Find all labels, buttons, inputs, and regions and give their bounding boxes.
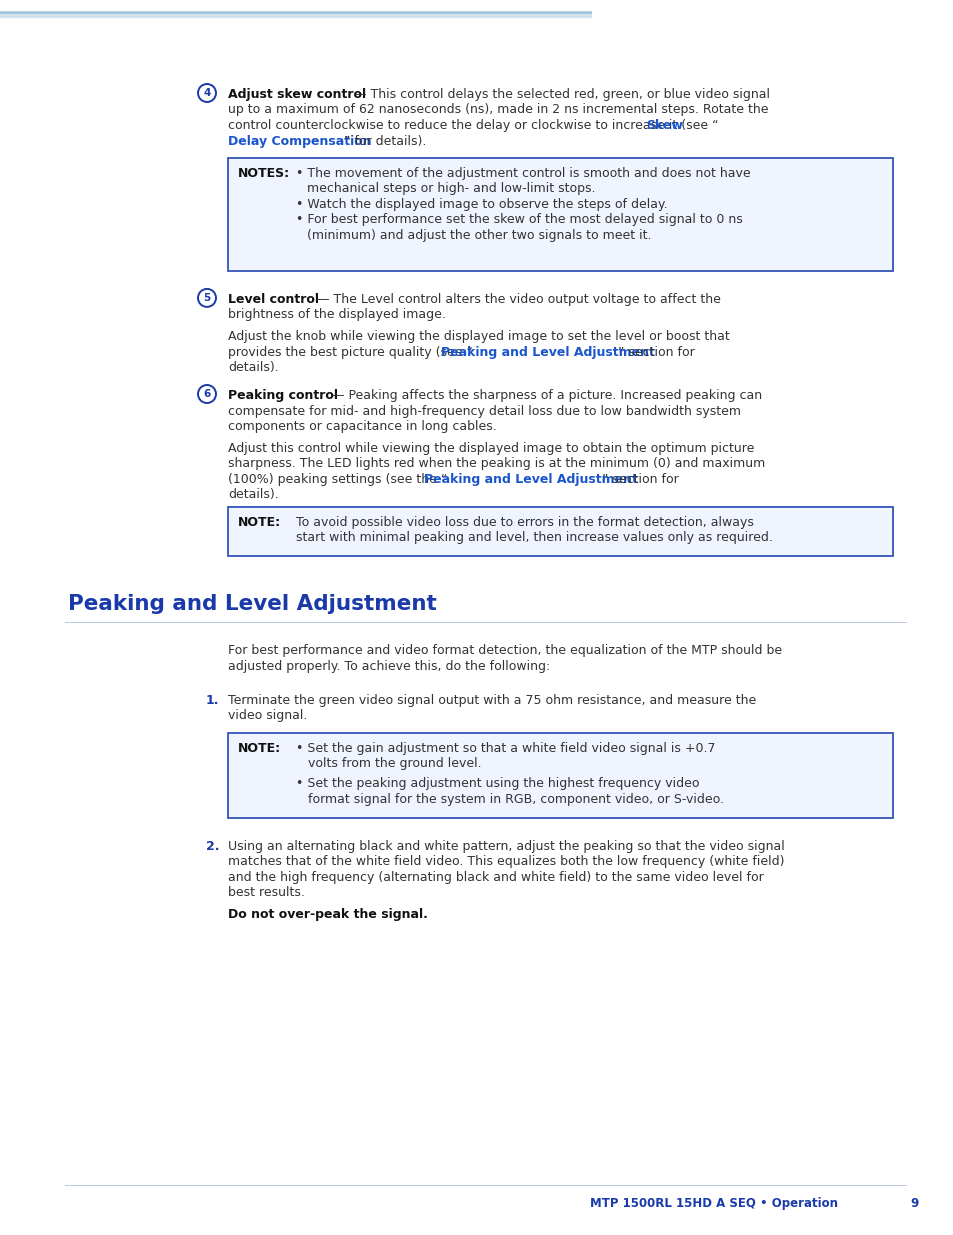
Bar (228, 158, 892, 270)
Text: Peaking and Level Adjustment: Peaking and Level Adjustment (68, 594, 436, 614)
Text: format signal for the system in RGB, component video, or S-video.: format signal for the system in RGB, com… (308, 793, 723, 806)
Text: To avoid possible video loss due to errors in the format detection, always: To avoid possible video loss due to erro… (295, 516, 753, 529)
Text: • Watch the displayed image to observe the steps of delay.: • Watch the displayed image to observe t… (295, 198, 667, 211)
Bar (228, 732, 892, 818)
Text: volts from the ground level.: volts from the ground level. (308, 757, 481, 771)
Text: sharpness. The LED lights red when the peaking is at the minimum (0) and maximum: sharpness. The LED lights red when the p… (228, 457, 764, 471)
Bar (228, 506, 892, 557)
Text: — Peaking affects the sharpness of a picture. Increased peaking can: — Peaking affects the sharpness of a pic… (328, 389, 761, 403)
Text: 5: 5 (203, 293, 211, 303)
Text: video signal.: video signal. (228, 709, 307, 722)
Text: compensate for mid- and high-frequency detail loss due to low bandwidth system: compensate for mid- and high-frequency d… (228, 405, 740, 417)
Text: ” for details).: ” for details). (344, 135, 426, 147)
Text: Peaking and Level Adjustment: Peaking and Level Adjustment (440, 346, 654, 358)
Text: Level control: Level control (228, 293, 318, 306)
Text: MTP 1500RL 15HD A SEQ • Operation: MTP 1500RL 15HD A SEQ • Operation (589, 1197, 837, 1210)
Text: Skew: Skew (645, 119, 682, 132)
Text: details).: details). (228, 361, 278, 374)
Text: Terminate the green video signal output with a 75 ohm resistance, and measure th: Terminate the green video signal output … (228, 694, 756, 706)
Text: Peaking control: Peaking control (228, 389, 337, 403)
Text: Peaking and Level Adjustment: Peaking and Level Adjustment (423, 473, 638, 485)
Text: 2.: 2. (206, 840, 219, 853)
Text: Adjust skew control: Adjust skew control (228, 88, 366, 101)
Text: start with minimal peaking and level, then increase values only as required.: start with minimal peaking and level, th… (295, 531, 772, 545)
Text: provides the best picture quality (see “: provides the best picture quality (see “ (228, 346, 473, 358)
Text: brightness of the displayed image.: brightness of the displayed image. (228, 309, 445, 321)
Text: Delay Compensation: Delay Compensation (228, 135, 372, 147)
Text: 9: 9 (909, 1197, 918, 1210)
Text: • Set the gain adjustment so that a white field video signal is +0.7: • Set the gain adjustment so that a whit… (295, 742, 715, 755)
Text: matches that of the white field video. This equalizes both the low frequency (wh: matches that of the white field video. T… (228, 856, 783, 868)
Text: mechanical steps or high- and low-limit stops.: mechanical steps or high- and low-limit … (307, 183, 595, 195)
Text: (minimum) and adjust the other two signals to meet it.: (minimum) and adjust the other two signa… (307, 228, 651, 242)
Text: 4: 4 (203, 88, 211, 98)
Text: ” section for: ” section for (618, 346, 694, 358)
Text: — This control delays the selected red, green, or blue video signal: — This control delays the selected red, … (350, 88, 769, 101)
Text: NOTE:: NOTE: (237, 742, 281, 755)
Text: Do not over-peak the signal.: Do not over-peak the signal. (228, 908, 428, 921)
Text: Adjust this control while viewing the displayed image to obtain the optimum pict: Adjust this control while viewing the di… (228, 442, 754, 454)
Text: and the high frequency (alternating black and white field) to the same video lev: and the high frequency (alternating blac… (228, 871, 763, 884)
Text: For best performance and video format detection, the equalization of the MTP sho: For best performance and video format de… (228, 645, 781, 657)
Text: details).: details). (228, 488, 278, 501)
Text: Adjust the knob while viewing the displayed image to set the level or boost that: Adjust the knob while viewing the displa… (228, 330, 729, 343)
Text: up to a maximum of 62 nanoseconds (ns), made in 2 ns incremental steps. Rotate t: up to a maximum of 62 nanoseconds (ns), … (228, 104, 768, 116)
Text: 6: 6 (203, 389, 211, 399)
Text: NOTES:: NOTES: (237, 167, 290, 180)
Text: control counterclockwise to reduce the delay or clockwise to increase it (see “: control counterclockwise to reduce the d… (228, 119, 718, 132)
Text: • Set the peaking adjustment using the highest frequency video: • Set the peaking adjustment using the h… (295, 777, 699, 790)
Text: — The Level control alters the video output voltage to affect the: — The Level control alters the video out… (313, 293, 720, 306)
Text: • The movement of the adjustment control is smooth and does not have: • The movement of the adjustment control… (295, 167, 750, 180)
Text: adjusted properly. To achieve this, do the following:: adjusted properly. To achieve this, do t… (228, 659, 550, 673)
Text: (100%) peaking settings (see the “: (100%) peaking settings (see the “ (228, 473, 447, 485)
Text: NOTE:: NOTE: (237, 516, 281, 529)
Text: ” section for: ” section for (601, 473, 678, 485)
Text: Using an alternating black and white pattern, adjust the peaking so that the vid: Using an alternating black and white pat… (228, 840, 784, 853)
Text: best results.: best results. (228, 887, 305, 899)
Text: • For best performance set the skew of the most delayed signal to 0 ns: • For best performance set the skew of t… (295, 214, 742, 226)
Text: 1.: 1. (206, 694, 219, 706)
Text: components or capacitance in long cables.: components or capacitance in long cables… (228, 420, 497, 433)
